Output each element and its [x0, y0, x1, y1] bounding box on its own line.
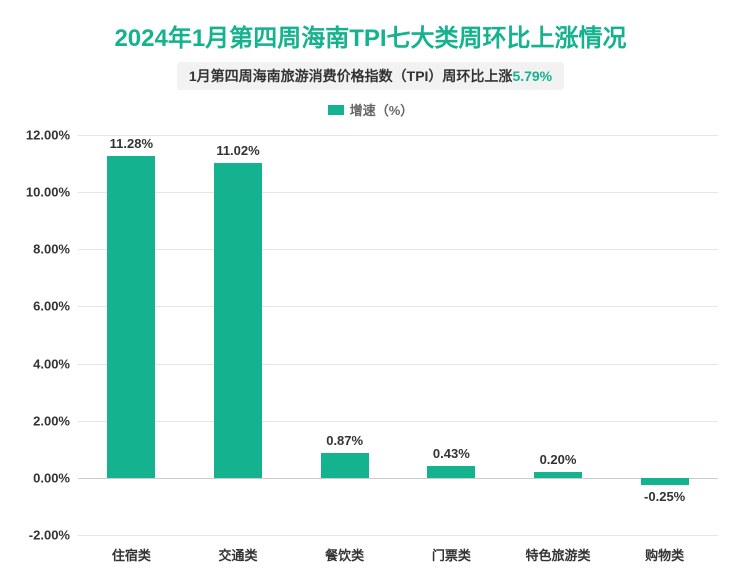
legend: 增速（%） — [0, 100, 741, 119]
legend-label: 增速（%） — [350, 103, 414, 118]
bar-value-label: 0.20% — [540, 452, 577, 467]
xtick-label: 交通类 — [218, 535, 257, 564]
gridline — [78, 421, 718, 422]
bar-value-label: 11.28% — [110, 136, 153, 151]
xtick-label: 餐饮类 — [325, 535, 364, 564]
bar — [107, 156, 155, 478]
gridline — [78, 192, 718, 193]
bar — [321, 453, 369, 478]
gridline — [78, 364, 718, 365]
gridline — [78, 478, 718, 479]
bar — [534, 472, 582, 478]
ytick-label: 2.00% — [33, 413, 78, 428]
bar-value-label: 0.43% — [433, 446, 470, 461]
ytick-label: 10.00% — [26, 185, 78, 200]
ytick-label: 0.00% — [33, 470, 78, 485]
gridline — [78, 249, 718, 250]
bar-value-label: -0.25% — [644, 489, 685, 504]
xtick-label: 门票类 — [432, 535, 471, 564]
ytick-label: 4.00% — [33, 356, 78, 371]
bar — [641, 478, 689, 485]
ytick-label: -2.00% — [29, 528, 78, 543]
subtitle-prefix: 1月第四周海南旅游消费价格指数（TPI）周环比上涨 — [189, 68, 513, 84]
bar — [214, 163, 262, 478]
xtick-label: 特色旅游类 — [525, 535, 590, 564]
bar-value-label: 11.02% — [216, 143, 259, 158]
legend-swatch — [328, 105, 344, 115]
chart-title: 2024年1月第四周海南TPI七大类周环比上涨情况 — [0, 18, 741, 53]
xtick-label: 购物类 — [645, 535, 684, 564]
plot-area: -2.00%0.00%2.00%4.00%6.00%8.00%10.00%12.… — [78, 135, 718, 535]
ytick-label: 8.00% — [33, 242, 78, 257]
bar — [427, 466, 475, 478]
chart-root: 2024年1月第四周海南TPI七大类周环比上涨情况 1月第四周海南旅游消费价格指… — [0, 0, 741, 584]
bar-value-label: 0.87% — [326, 433, 363, 448]
chart-subtitle-inner: 1月第四周海南旅游消费价格指数（TPI）周环比上涨5.79% — [177, 62, 564, 90]
gridline — [78, 306, 718, 307]
xtick-label: 住宿类 — [112, 535, 151, 564]
chart-subtitle: 1月第四周海南旅游消费价格指数（TPI）周环比上涨5.79% — [0, 62, 741, 90]
ytick-label: 12.00% — [26, 128, 78, 143]
ytick-label: 6.00% — [33, 299, 78, 314]
gridline — [78, 135, 718, 136]
subtitle-value: 5.79% — [512, 68, 552, 84]
gridline — [78, 535, 718, 536]
